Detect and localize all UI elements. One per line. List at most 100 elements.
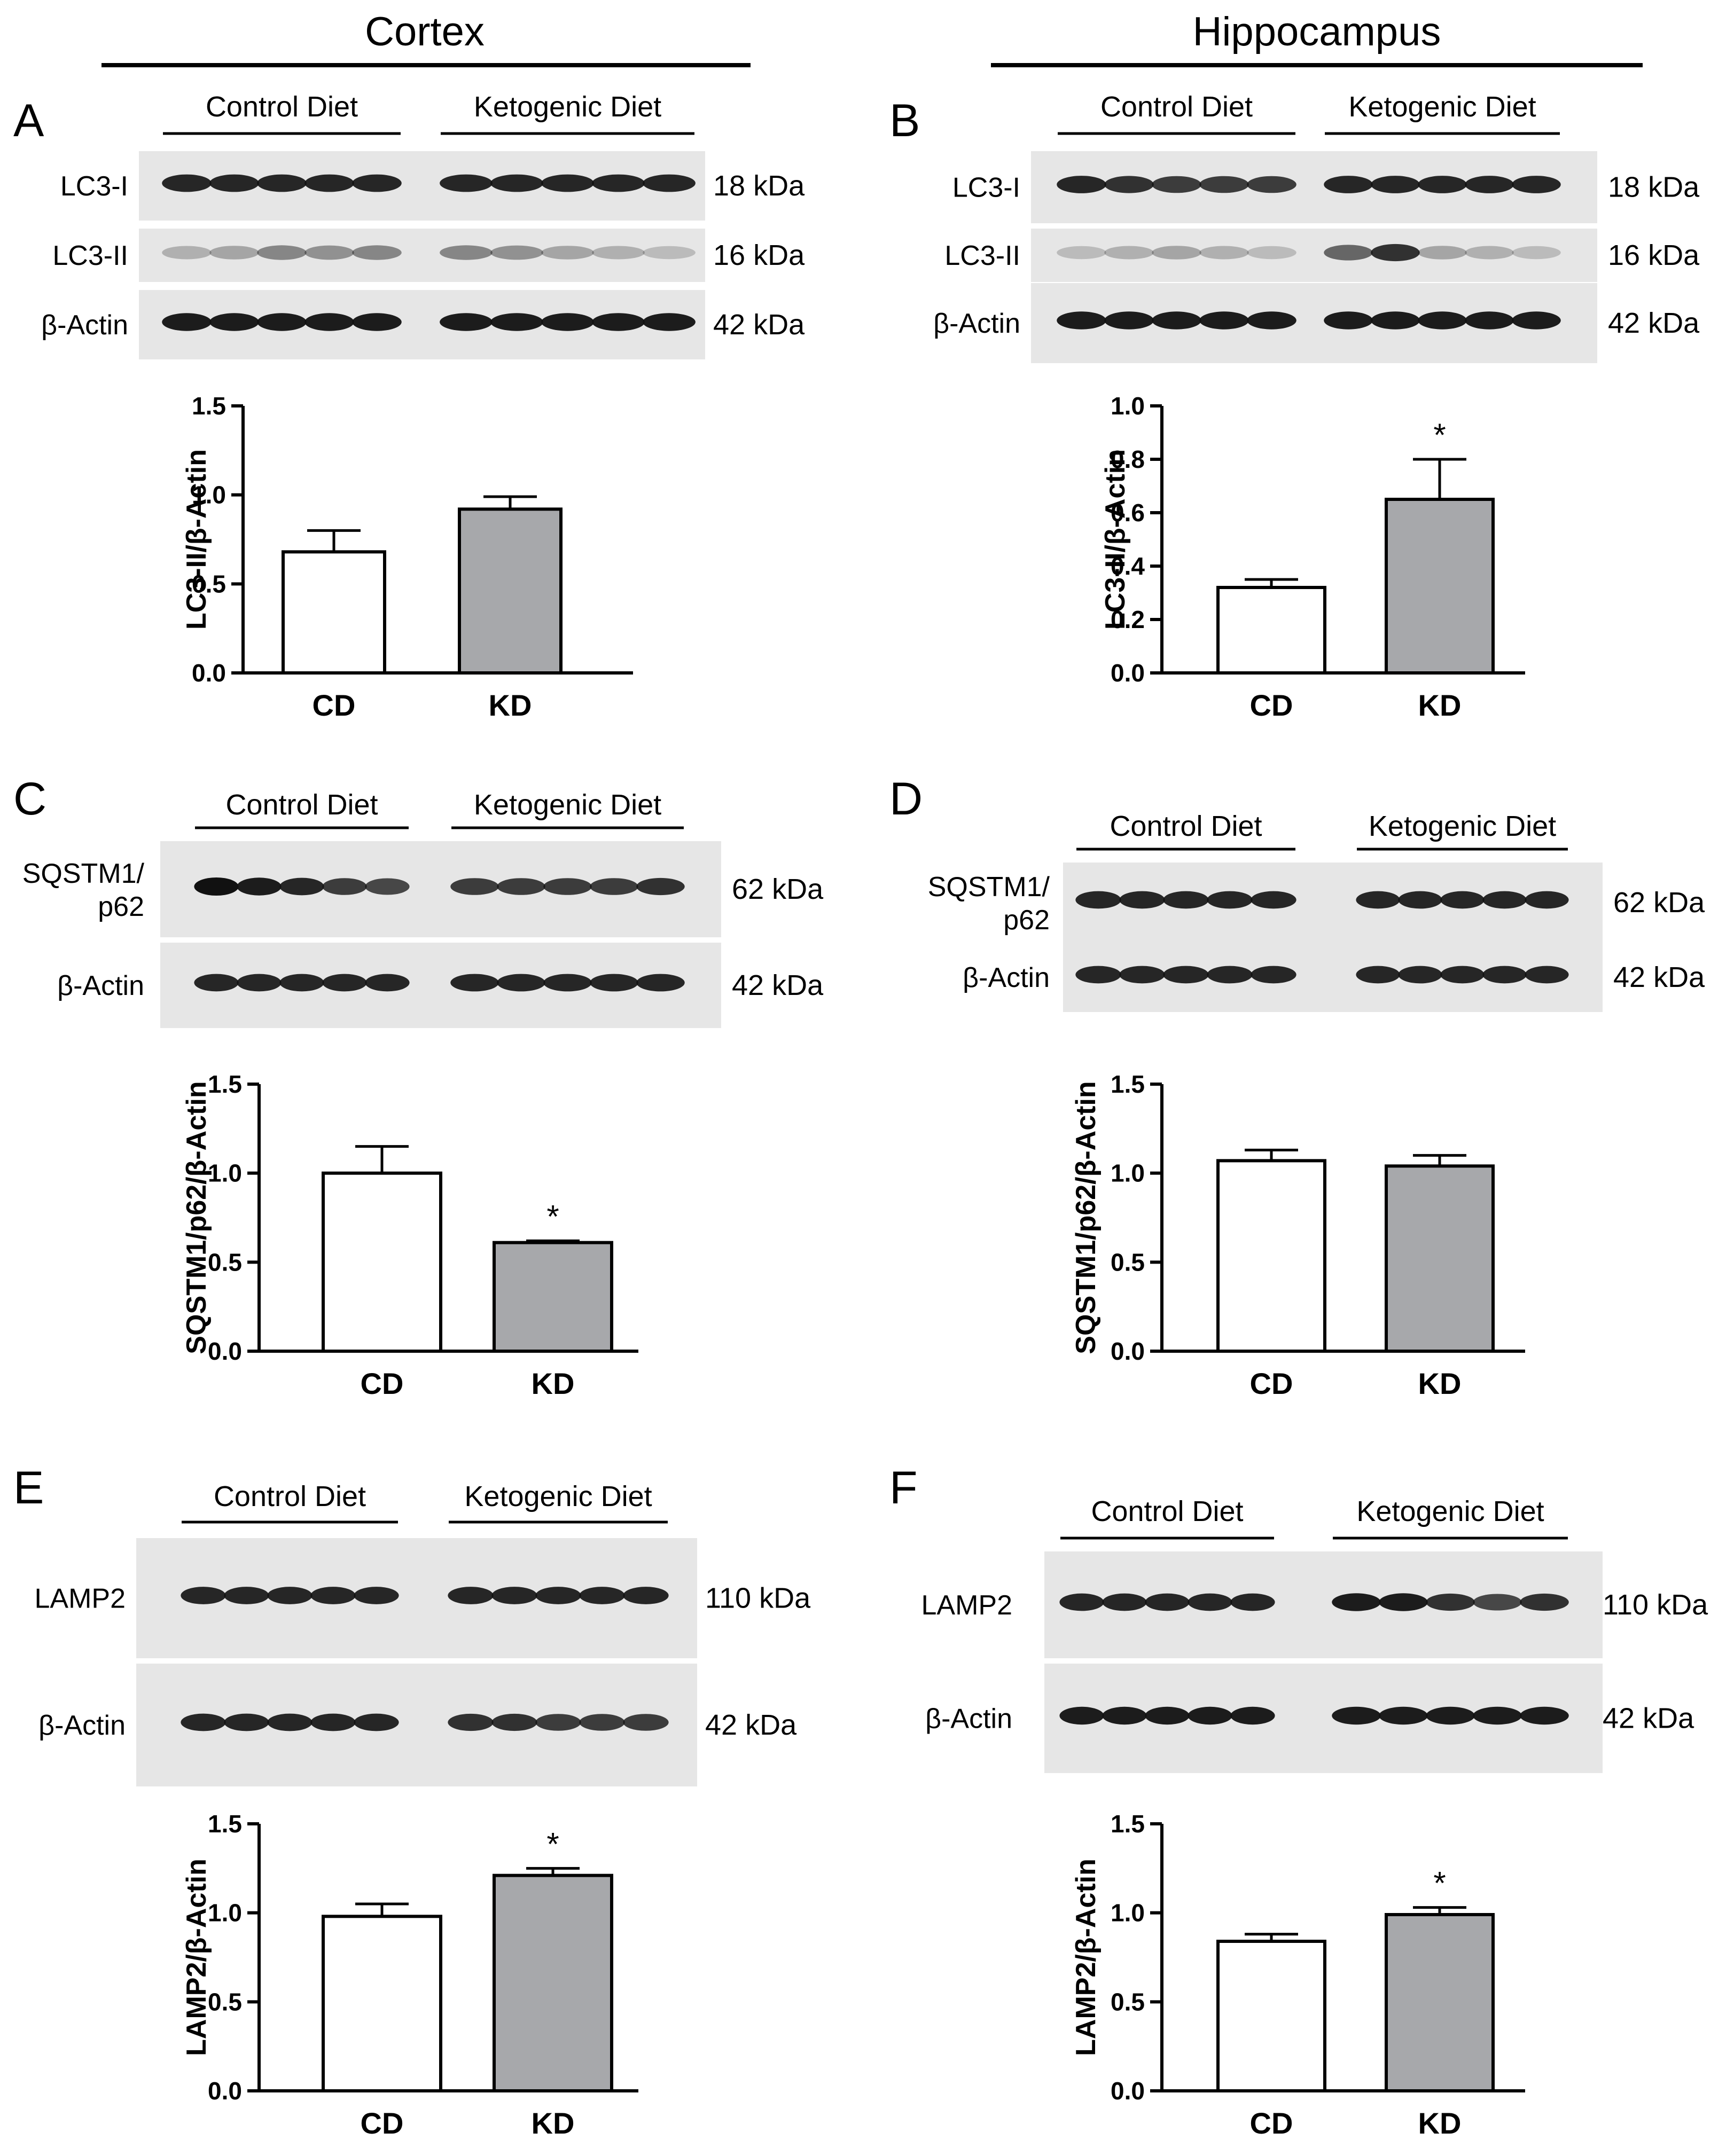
y-tick-label: 0.5 [1111, 1248, 1145, 1276]
protein-label: β-Actin [57, 970, 144, 1001]
bar-chart: 0.0 0.5 1.0 1.5 LC3-II/β-Actin CD KD [181, 392, 633, 722]
panel-letter: F [889, 1462, 918, 1514]
blot-band [490, 174, 543, 192]
blot-band [322, 974, 367, 992]
blot-band [304, 174, 354, 192]
group-label-control: Control Diet [1100, 91, 1253, 123]
category-label: KD [1418, 2106, 1462, 2140]
blot-band [543, 974, 592, 992]
kda-label: 42 kDa [1608, 307, 1700, 339]
region-title-hippocampus: Hippocampus [1193, 9, 1441, 54]
protein-label: LAMP2 [921, 1590, 1012, 1621]
y-tick-label: 1.0 [1111, 1159, 1145, 1187]
blot-band [643, 174, 696, 192]
category-label: KD [489, 688, 532, 722]
category-label: KD [1418, 688, 1462, 722]
blot-strip: SQSTM1/p62 62 kDa [928, 863, 1705, 943]
blot-band [579, 1714, 625, 1731]
blot-band [162, 313, 212, 331]
protein-label: SQSTM1/p62 [22, 858, 145, 922]
blot-band [209, 313, 259, 331]
bar-kd [1385, 498, 1495, 675]
blot-band [1512, 176, 1561, 193]
y-tick-label: 0.2 [1111, 606, 1145, 633]
blot-band [365, 974, 410, 992]
y-tick-label: 1.5 [1111, 1810, 1145, 1838]
blot-band [440, 174, 493, 192]
blot-strip: β-Actin 42 kDa [38, 1664, 797, 1786]
protein-label: SQSTM1/p62 [928, 872, 1050, 936]
blot-band [1465, 176, 1514, 193]
bar-cd [322, 1915, 442, 2092]
blot-band [1482, 891, 1527, 909]
blot-background [139, 229, 705, 282]
blot-background [1031, 229, 1597, 282]
y-axis-label: SQSTM1/p62/β-Actin [1071, 1081, 1102, 1354]
blot-band [490, 313, 543, 331]
blot-band [1418, 246, 1467, 260]
blot-band [1426, 1706, 1475, 1725]
blot-band [592, 246, 645, 260]
y-tick-label: 1.0 [1111, 1899, 1145, 1927]
blot-band [365, 878, 410, 895]
y-tick-label: 0.5 [1111, 1988, 1145, 2016]
blot-band [1207, 891, 1253, 909]
blot-band [1525, 891, 1569, 909]
blot-band [279, 974, 324, 992]
blot-band [490, 245, 543, 260]
bar-cd [1216, 1159, 1326, 1353]
group-label-control: Control Diet [214, 1480, 366, 1512]
blot-band [267, 1713, 313, 1731]
blot-band [209, 246, 259, 260]
group-label-ketogenic: Ketogenic Diet [1369, 810, 1556, 842]
blot-band [497, 974, 545, 992]
protein-label: β-Actin [963, 962, 1050, 993]
y-axis-label: LAMP2/β-Actin [1071, 1859, 1102, 2056]
bar-kd [493, 1241, 613, 1353]
blot-band [162, 174, 212, 192]
blot-band [1440, 891, 1485, 909]
blot-band [352, 313, 402, 331]
bar-kd [1385, 1913, 1495, 2092]
blot-band [1152, 311, 1201, 330]
category-label: CD [361, 2106, 404, 2140]
y-tick-label: 0.0 [1111, 2077, 1145, 2105]
blot-band [1119, 966, 1165, 984]
y-tick-label: 0.0 [1111, 1337, 1145, 1365]
protein-label: β-Actin [933, 308, 1020, 339]
blot-band [224, 1587, 269, 1604]
blot-band [1356, 966, 1400, 984]
blot-band [1525, 966, 1569, 984]
protein-label: LAMP2 [34, 1583, 126, 1614]
kda-label: 18 kDa [1608, 171, 1700, 203]
blot-band [497, 878, 545, 895]
blot-band [643, 313, 696, 331]
bar-chart: 0.0 0.5 1.0 1.5 LAMP2/β-Actin CD KD * [181, 1810, 638, 2140]
blot-band [1371, 176, 1420, 193]
blot-strip: β-Actin 42 kDa [41, 290, 805, 359]
blot-band [1207, 966, 1253, 984]
blot-band [643, 246, 696, 260]
group-label-ketogenic: Ketogenic Diet [1356, 1495, 1544, 1527]
kda-label: 110 kDa [705, 1582, 811, 1614]
panel-e: E Control Diet Ketogenic Diet LAMP2 110 kDa β… [13, 1462, 811, 2140]
blot-strip: LC3-II 16 kDa [52, 229, 805, 282]
kda-label: 16 kDa [713, 239, 805, 271]
blot-band [257, 313, 307, 331]
blot-band [1482, 966, 1527, 984]
blot-strip: SQSTM1/p62 62 kDa [22, 841, 824, 937]
blot-band [1251, 891, 1296, 909]
blot-band [491, 1713, 537, 1731]
blot-band [1473, 1594, 1522, 1611]
group-label-control: Control Diet [206, 91, 358, 123]
blot-band [623, 1587, 669, 1604]
group-label-control: Control Diet [225, 789, 378, 821]
blot-band [1145, 1593, 1190, 1611]
kda-label: 42 kDa [713, 309, 805, 341]
y-tick-label: 1.0 [1111, 392, 1145, 420]
blot-band [209, 174, 259, 192]
blot-band [1371, 311, 1420, 330]
